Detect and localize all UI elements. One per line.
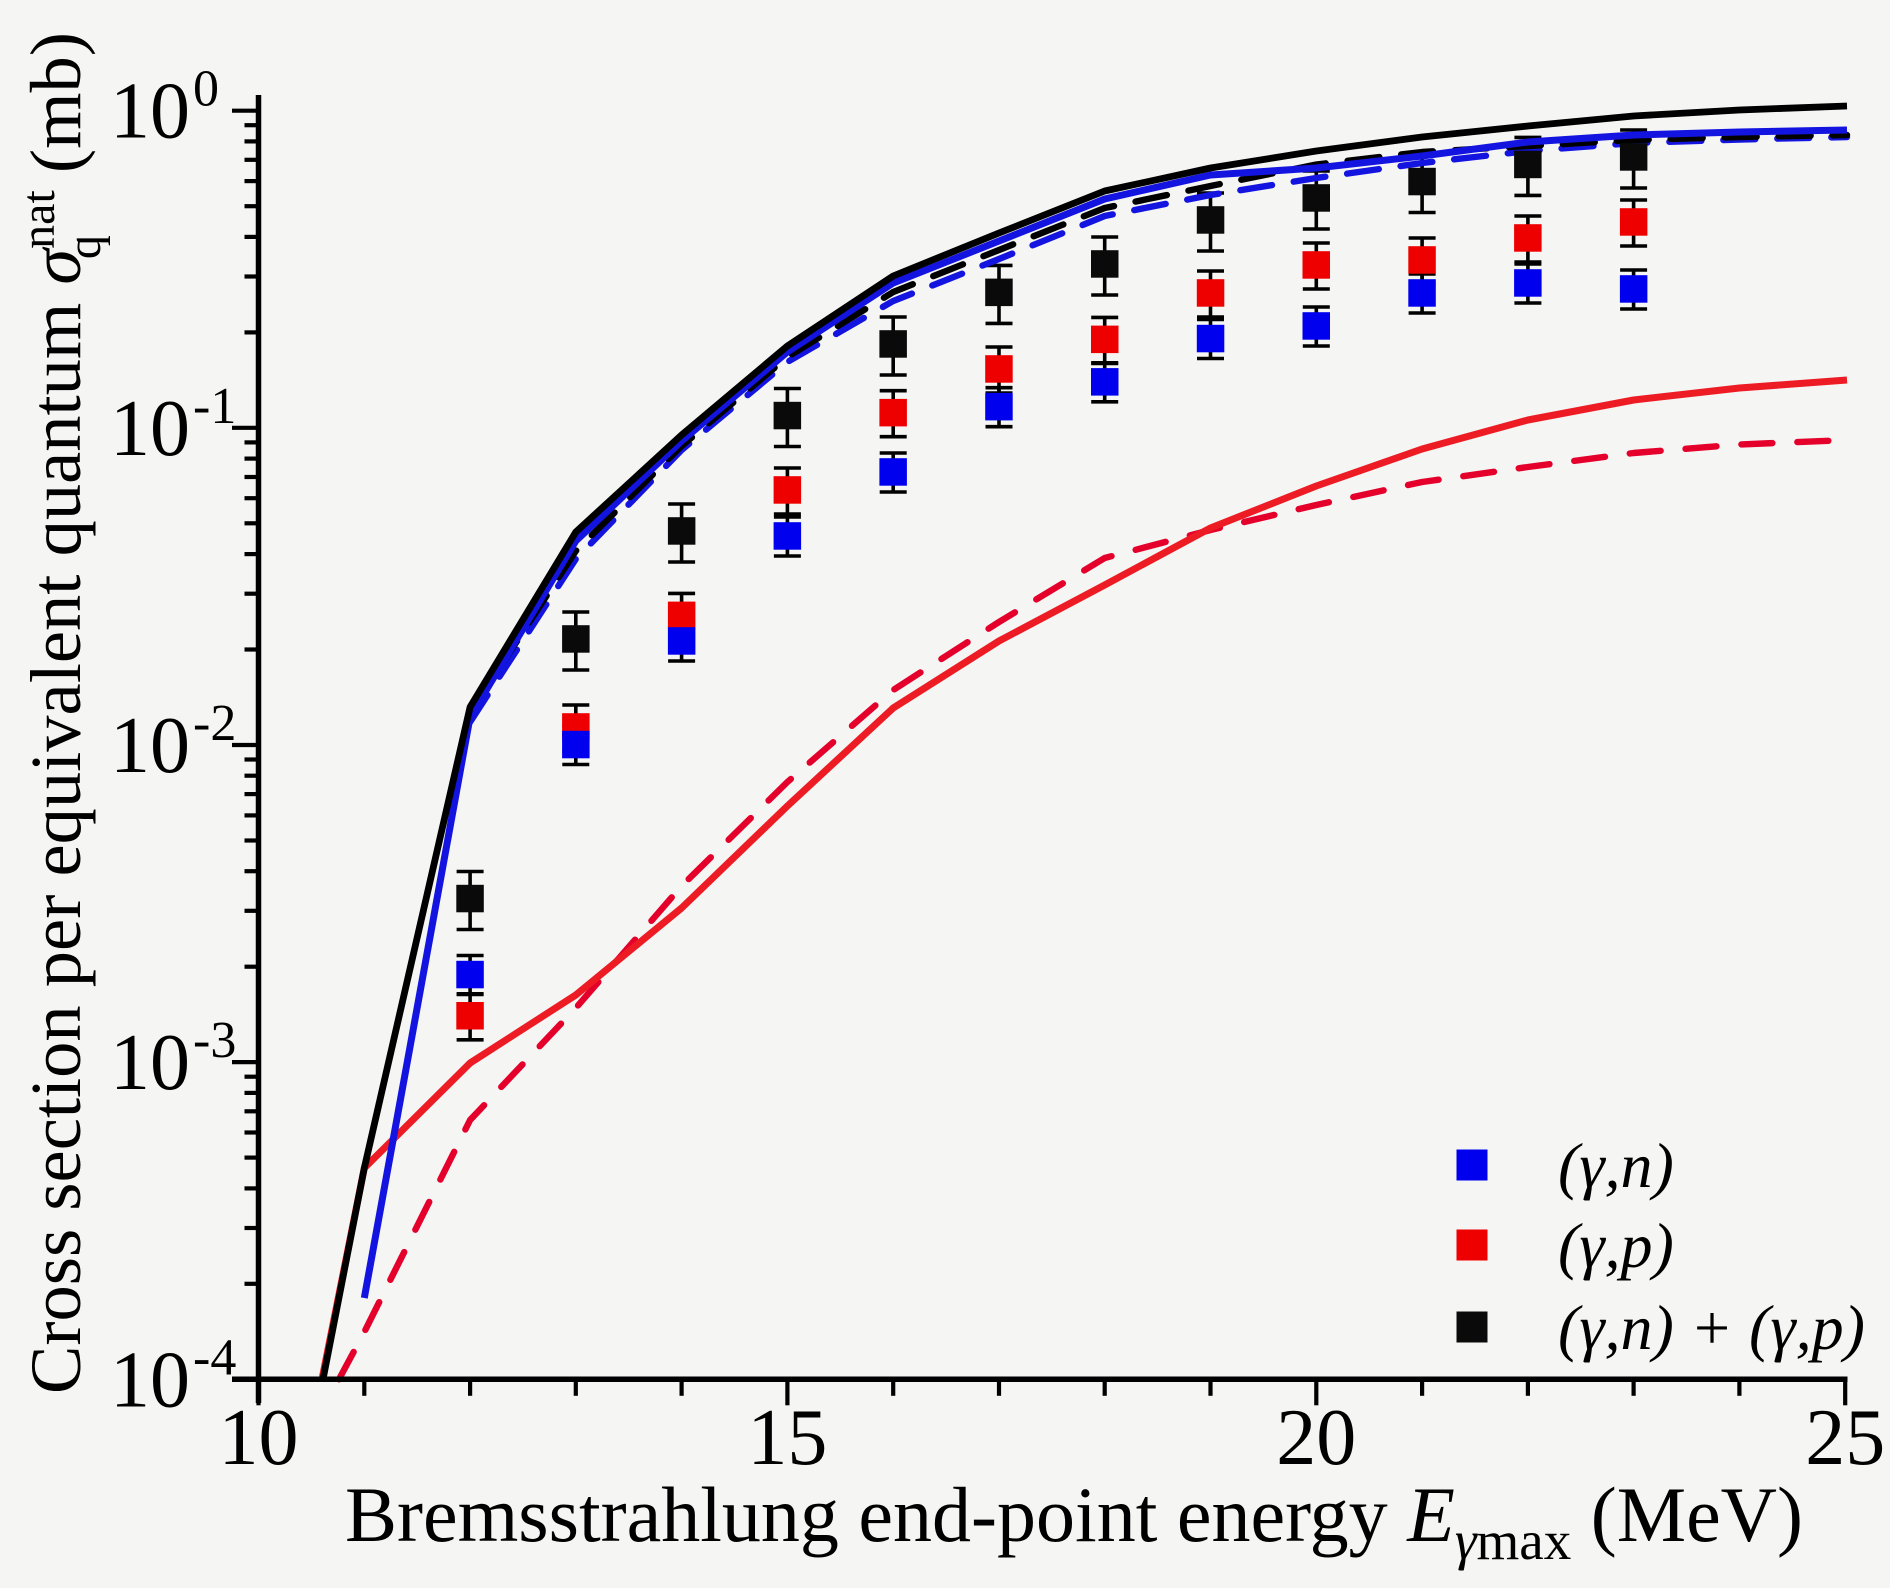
svg-text:10: 10	[110, 1336, 190, 1424]
svg-text:(γ,n) + (γ,p): (γ,n) + (γ,p)	[1558, 1292, 1865, 1363]
svg-text:-4: -4	[193, 1329, 236, 1386]
svg-text:15: 15	[747, 1394, 827, 1482]
svg-text:20: 20	[1276, 1394, 1356, 1482]
svg-text:(γ,n): (γ,n)	[1558, 1130, 1674, 1201]
svg-text:-2: -2	[193, 695, 236, 752]
svg-text:0: 0	[193, 61, 219, 118]
svg-text:-1: -1	[193, 378, 236, 435]
svg-text:(γ,p): (γ,p)	[1558, 1210, 1674, 1281]
svg-text:Bremsstrahlung end-point energ: Bremsstrahlung end-point energy Eγmax (M…	[345, 1471, 1803, 1571]
svg-text:-3: -3	[193, 1012, 236, 1069]
svg-text:10: 10	[110, 385, 190, 473]
svg-text:Cross section per equivalent q: Cross section per equivalent quantum σna…	[12, 32, 111, 1394]
svg-text:25: 25	[1805, 1394, 1885, 1482]
svg-text:10: 10	[110, 68, 190, 156]
svg-text:10: 10	[110, 1019, 190, 1107]
svg-text:10: 10	[110, 702, 190, 790]
svg-text:10: 10	[219, 1394, 299, 1482]
